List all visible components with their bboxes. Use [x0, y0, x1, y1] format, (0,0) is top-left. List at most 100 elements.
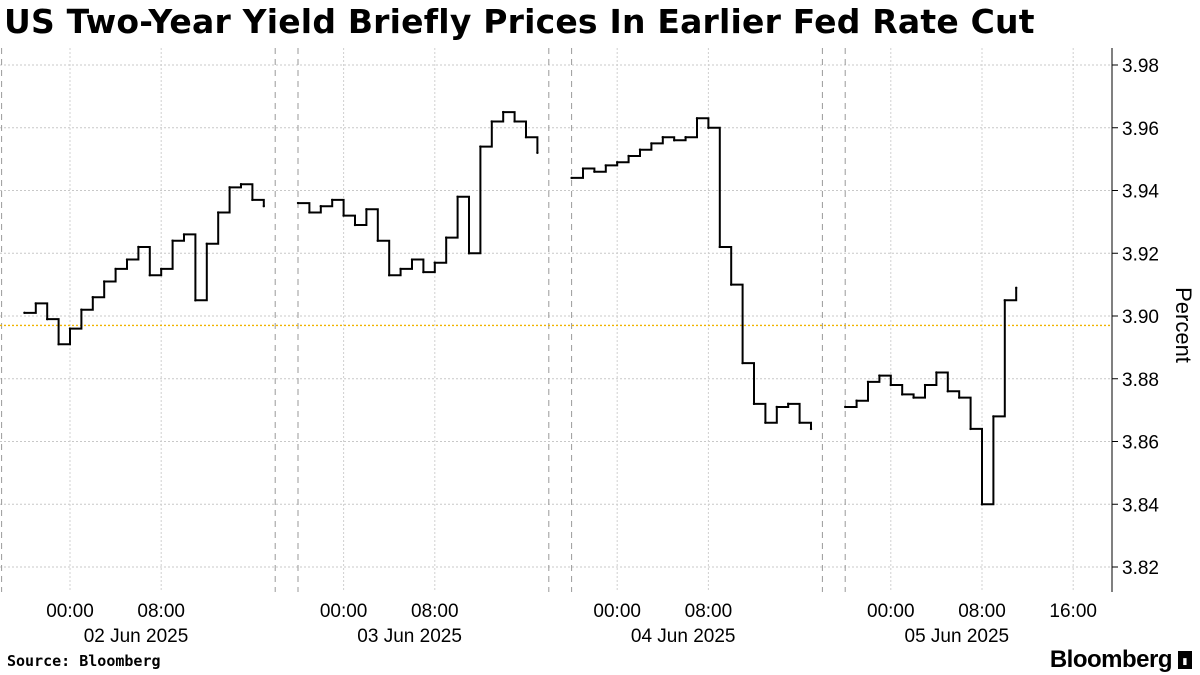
data-point	[958, 396, 961, 399]
data-point	[581, 167, 585, 170]
y-axis-label: Percent	[1171, 287, 1196, 363]
data-point	[251, 198, 254, 202]
data-point	[536, 151, 539, 155]
y-tick-label: 3.96	[1122, 119, 1159, 140]
y-tick-label: 3.90	[1122, 307, 1159, 328]
data-point	[182, 233, 186, 236]
y-tick-label: 3.94	[1122, 182, 1159, 203]
data-point	[969, 427, 972, 431]
data-point	[399, 267, 402, 271]
x-tick-time: 00:00	[320, 601, 368, 622]
y-tick-label: 3.86	[1122, 433, 1159, 454]
data-point	[889, 383, 892, 387]
data-point	[718, 245, 721, 249]
data-point	[570, 176, 573, 180]
x-tick-date: 04 Jun 2025	[631, 626, 736, 647]
data-point	[593, 170, 596, 173]
data-point	[342, 214, 345, 217]
data-point	[901, 393, 904, 396]
data-point	[365, 208, 368, 211]
y-tick-label: 3.92	[1122, 244, 1159, 265]
data-point	[513, 120, 516, 123]
x-tick-date: 02 Jun 2025	[84, 626, 189, 647]
chart-icon: ▮	[1178, 651, 1192, 669]
data-point	[992, 415, 995, 418]
data-point	[239, 183, 243, 186]
x-tick-time: 00:00	[593, 601, 641, 622]
data-point	[103, 280, 106, 283]
data-point	[125, 258, 129, 261]
data-point	[866, 380, 870, 384]
data-point	[262, 204, 265, 208]
data-point	[422, 270, 425, 274]
data-point	[764, 421, 767, 424]
data-point	[752, 402, 756, 406]
x-tick-date: 05 Jun 2025	[905, 626, 1010, 647]
data-point	[205, 242, 208, 246]
brand-name: Bloomberg	[1049, 646, 1173, 673]
y-tick-label: 3.84	[1122, 495, 1159, 516]
data-point	[456, 195, 459, 198]
data-point	[923, 383, 927, 387]
data-point	[433, 261, 436, 264]
day-separators	[1, 48, 846, 592]
source-note: Source: Bloomberg	[7, 652, 161, 670]
data-point	[1015, 286, 1018, 289]
data-point	[878, 374, 881, 377]
data-point	[490, 120, 493, 123]
data-point	[194, 299, 197, 302]
data-point	[787, 402, 790, 406]
data-point	[445, 236, 448, 239]
data-point	[775, 405, 778, 409]
data-point	[57, 343, 60, 346]
data-point	[912, 396, 915, 399]
y-tick-label: 3.88	[1122, 370, 1159, 391]
data-point	[353, 223, 357, 227]
data-point	[479, 145, 482, 148]
bloomberg-logo: Bloomberg ▮	[1050, 646, 1192, 674]
data-point	[80, 308, 83, 311]
x-tick-time: 08:00	[411, 601, 459, 622]
data-point	[638, 148, 642, 151]
data-point	[684, 135, 687, 139]
data-point	[673, 139, 676, 142]
x-axis: 00:00 02 Jun 2025 08:00 00:00 03 Jun 2025 08:…	[46, 601, 1097, 647]
data-point	[114, 267, 117, 271]
series-line-2	[571, 117, 812, 429]
data-point	[502, 110, 505, 114]
data-point	[1003, 299, 1006, 302]
data-point	[148, 274, 151, 277]
data-point	[855, 399, 858, 402]
data-point	[91, 295, 95, 299]
data-point	[524, 135, 528, 139]
data-point	[217, 211, 220, 214]
data-point	[809, 427, 813, 431]
series-line-0	[24, 183, 265, 346]
x-tick-time: 00:00	[46, 601, 94, 622]
data-point	[137, 245, 140, 249]
data-point	[46, 317, 49, 321]
data-point	[707, 126, 710, 129]
data-point	[730, 283, 733, 286]
data-point	[228, 186, 231, 189]
data-point	[296, 201, 300, 205]
x-tick-time: 16:00	[1049, 601, 1097, 622]
chart-title: US Two-Year Yield Briefly Prices In Earl…	[4, 2, 1035, 41]
data-point	[741, 361, 744, 365]
series-line-3	[845, 287, 1018, 506]
data-point	[308, 211, 311, 214]
data-point	[650, 142, 653, 145]
x-tick-time: 00:00	[867, 601, 915, 622]
y-tick-label: 3.82	[1122, 558, 1159, 579]
data-point	[844, 405, 847, 409]
data-point	[331, 198, 334, 202]
data-point	[935, 371, 938, 374]
data-point	[980, 503, 984, 506]
data-point	[388, 274, 391, 277]
data-point	[661, 135, 664, 139]
data-point	[376, 239, 379, 242]
y-axis: 3.82 3.84 3.86 3.88 3.90 3.92 3.94 3.96 3.98	[1112, 56, 1159, 579]
data-point	[410, 258, 414, 261]
data-point	[23, 311, 26, 315]
